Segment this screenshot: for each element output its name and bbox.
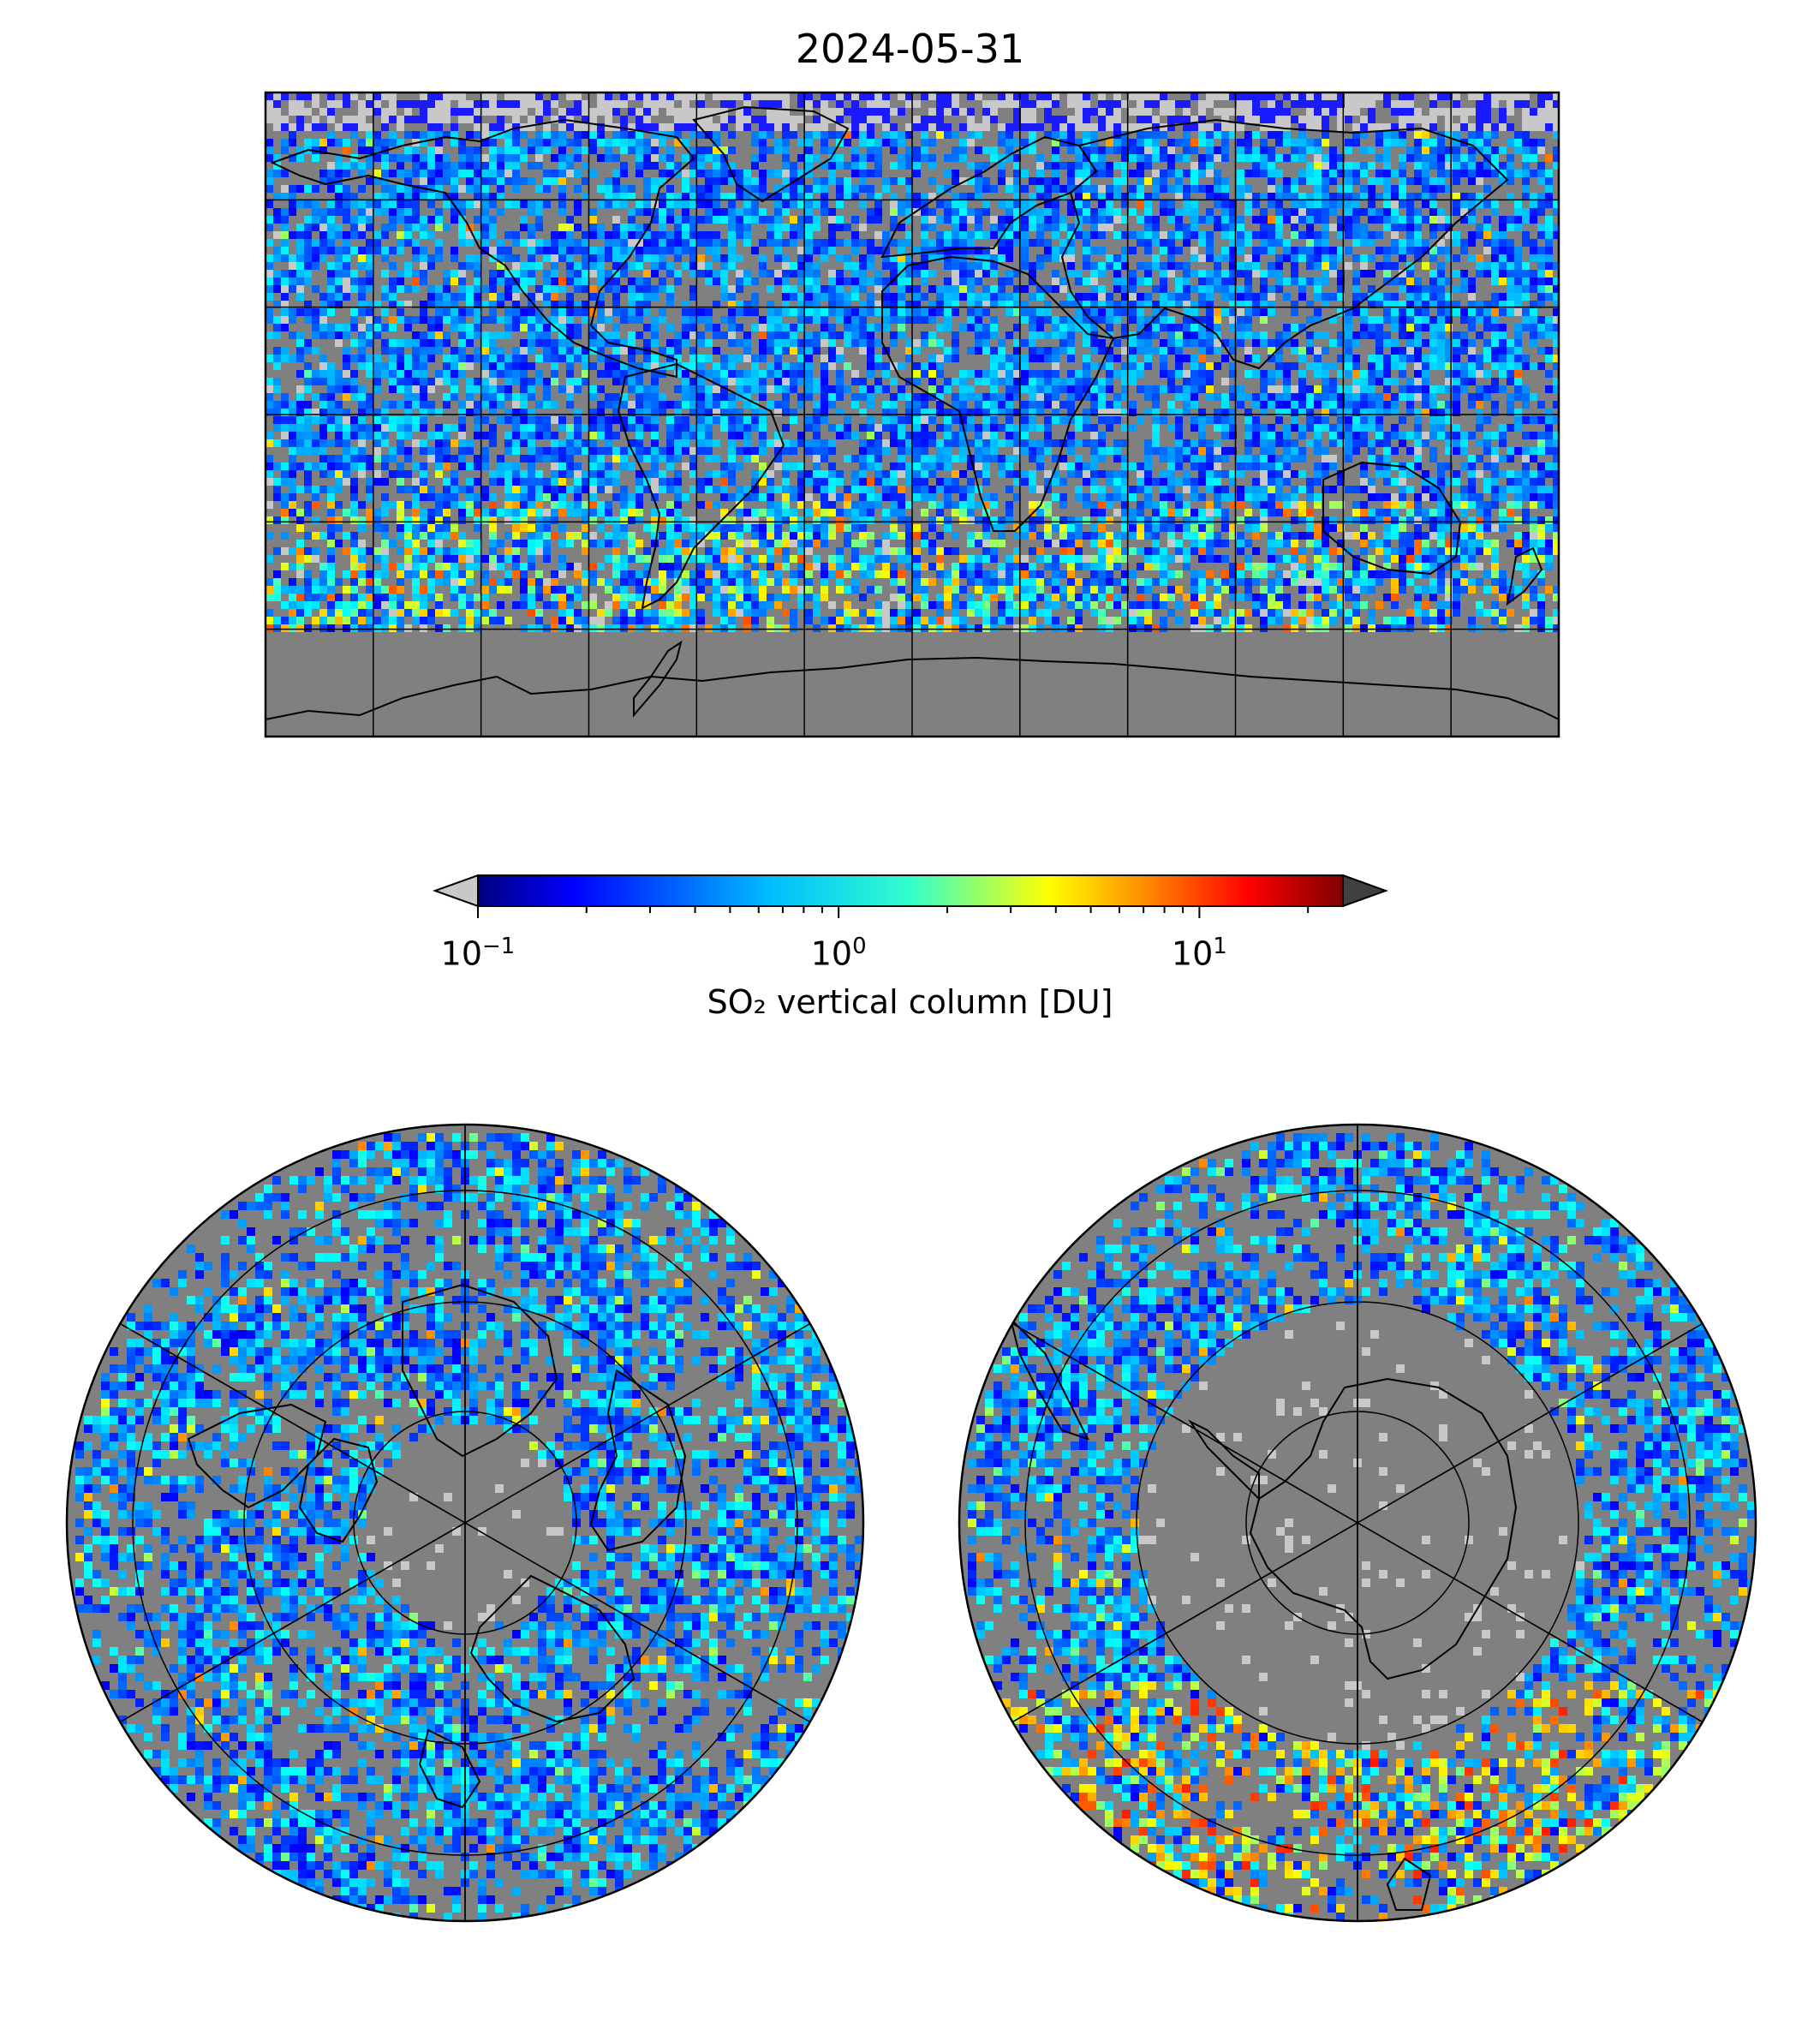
colorbar-under-extension — [433, 874, 479, 908]
colorbar-over-extension — [1342, 874, 1388, 908]
coastline-new-zealand-polar — [1386, 1857, 1432, 1911]
coastline-africa — [881, 255, 1115, 532]
polar-meridian — [464, 1522, 811, 1723]
coastline-antarctic-peninsula-polar — [1188, 1419, 1260, 1501]
global-coastlines — [266, 105, 1559, 720]
north-polar-coastlines — [187, 1283, 687, 1809]
colorbar-tick-label: 101 — [1171, 934, 1227, 973]
coastline-scandinavia — [418, 1728, 481, 1809]
polar-meridian — [1011, 1322, 1358, 1524]
coastline-arctic-canada — [298, 1437, 379, 1543]
south-polar-map — [958, 1123, 1757, 1923]
coastline-new-zealand — [1506, 546, 1543, 606]
colorbar-tick-label: 100 — [810, 934, 867, 973]
colorbar-gradient — [477, 874, 1344, 907]
coastline-antarctica — [266, 656, 1559, 720]
colorbar — [433, 874, 1388, 918]
coastline-greenland — [692, 105, 850, 203]
colorbar-tick-label: 10−1 — [440, 934, 516, 973]
coastline-eurasia-polar — [469, 1574, 636, 1723]
north-polar-gridlines — [119, 1125, 811, 1921]
coastline-asia — [1060, 118, 1509, 370]
coastline-siberia — [589, 1369, 687, 1552]
south-polar-frame — [958, 1123, 1757, 1923]
south-polar-gridlines — [1011, 1125, 1704, 1921]
coastline-north-america-polar — [187, 1403, 327, 1509]
colorbar-ticks — [477, 906, 1310, 918]
global-map — [264, 91, 1560, 738]
colorbar-label: SO₂ vertical column [DU] — [707, 983, 1113, 1021]
coastline-antarctic-peninsula — [633, 640, 683, 718]
polar-meridian — [1357, 1322, 1704, 1524]
north-polar-frame — [65, 1123, 865, 1923]
polar-meridian — [1011, 1522, 1358, 1723]
south-polar-so2-field — [968, 1133, 1756, 1921]
polar-meridian — [1357, 1522, 1704, 1723]
coastline-greenland-polar — [402, 1283, 558, 1458]
polar-meridian — [464, 1322, 811, 1524]
global-map-frame — [264, 91, 1560, 738]
north-polar-so2-field — [75, 1133, 863, 1921]
global-gridlines — [266, 92, 1559, 737]
coastline-north-america — [270, 118, 695, 379]
north-polar-map — [65, 1123, 865, 1923]
coastline-south-america — [617, 362, 785, 610]
coastline-south-america-tip — [1009, 1316, 1089, 1441]
figure-title: 2024-05-31 — [795, 26, 1025, 72]
polar-meridian — [119, 1322, 466, 1524]
polar-meridian — [119, 1522, 466, 1723]
